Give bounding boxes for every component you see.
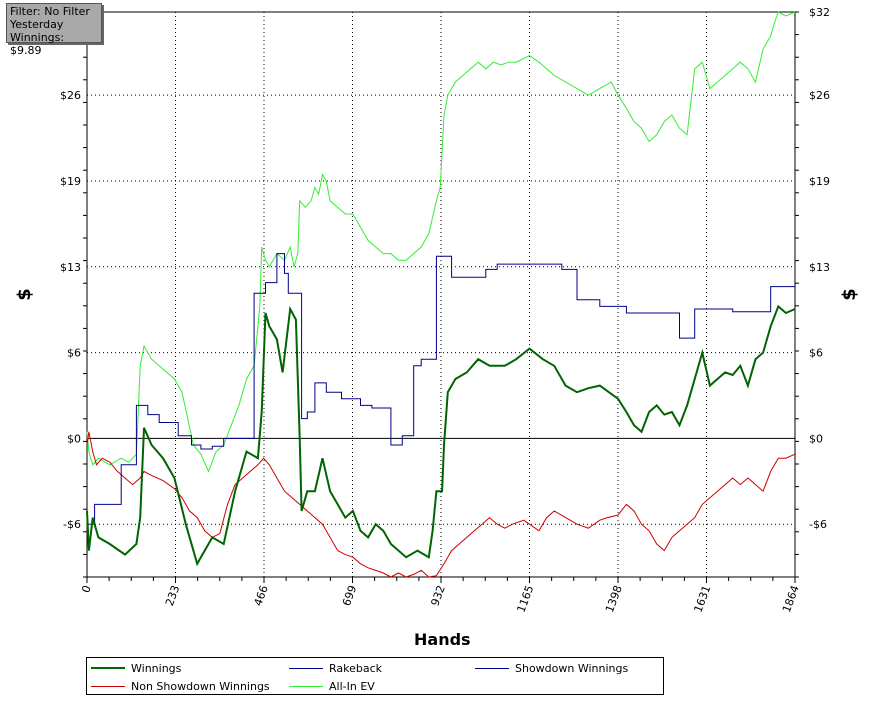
series-line-all-in-ev (86, 11, 796, 473)
legend-item-non-showdown: Non Showdown Winnings (91, 677, 270, 695)
x-tick-label: 1631 (692, 584, 714, 615)
y-tick-label: -$6 (63, 518, 81, 531)
y-tick-label: $0 (809, 432, 823, 445)
series-lines (86, 11, 796, 578)
series-line-non-showdown-winnings (86, 431, 796, 578)
legend-swatch-rakeback (289, 667, 323, 669)
legend-item-showdown: Showdown Winnings (475, 659, 628, 677)
x-tick-label: 0 (79, 584, 94, 595)
legend-item-allin-ev: All-In EV (289, 677, 375, 695)
x-tick-label: 466 (251, 584, 270, 608)
legend-item-winnings: Winnings (91, 659, 181, 677)
legend-swatch-non-showdown (91, 685, 125, 687)
y-tick-label: -$6 (809, 518, 827, 531)
filter-info-box: Filter: No Filter Yesterday Winnings: $9… (6, 3, 102, 57)
y-tick-label: $26 (809, 89, 830, 102)
legend-swatch-winnings (91, 667, 125, 669)
legend-label: Showdown Winnings (515, 661, 629, 675)
y-tick-label: $0 (67, 432, 81, 445)
legend-label: Non Showdown Winnings (131, 679, 270, 693)
y-axis-right: -$6 $0 $6 $13 $19 $26 $32 (795, 6, 830, 578)
y-tick-label: $6 (809, 347, 823, 360)
x-tick-label: 932 (428, 584, 447, 608)
filter-text: Filter: No Filter (10, 5, 90, 18)
y-tick-label: $13 (60, 261, 81, 274)
legend-label: Winnings (131, 661, 182, 675)
legend-label: Rakeback (329, 661, 383, 675)
y-tick-label: $19 (809, 175, 830, 188)
x-axis: 0 233 466 699 932 1165 1398 1631 1864 (79, 577, 802, 614)
series-line-winnings (86, 304, 796, 567)
plot-area (86, 11, 796, 578)
y-axis-title-left: $ (13, 288, 35, 301)
x-tick-label: 1398 (603, 584, 625, 615)
legend: Winnings Rakeback Showdown Winnings Non … (86, 657, 664, 695)
legend-label: All-In EV (329, 679, 375, 693)
y-tick-label: $13 (809, 261, 830, 274)
legend-item-rakeback: Rakeback (289, 659, 382, 677)
y-tick-label: $32 (809, 6, 830, 19)
period-text: Yesterday (10, 18, 64, 31)
x-tick-label: 233 (163, 584, 182, 608)
y-axis-left: -$6$0$6$13$19$26$32 (60, 6, 87, 578)
x-tick-label: 699 (340, 584, 359, 608)
legend-swatch-allin-ev (289, 685, 323, 687)
y-tick-label: $19 (60, 175, 81, 188)
y-tick-label: $6 (67, 347, 81, 360)
legend-swatch-showdown (475, 667, 509, 669)
y-axis-title-right: $ (838, 288, 860, 301)
series-line-rakeback (87, 253, 795, 525)
x-tick-label: 1864 (780, 584, 802, 615)
x-axis-title: Hands (414, 630, 471, 649)
y-tick-label: $26 (60, 89, 81, 102)
winnings-text: Winnings: $9.89 (10, 31, 65, 57)
x-tick-label: 1165 (515, 584, 537, 615)
